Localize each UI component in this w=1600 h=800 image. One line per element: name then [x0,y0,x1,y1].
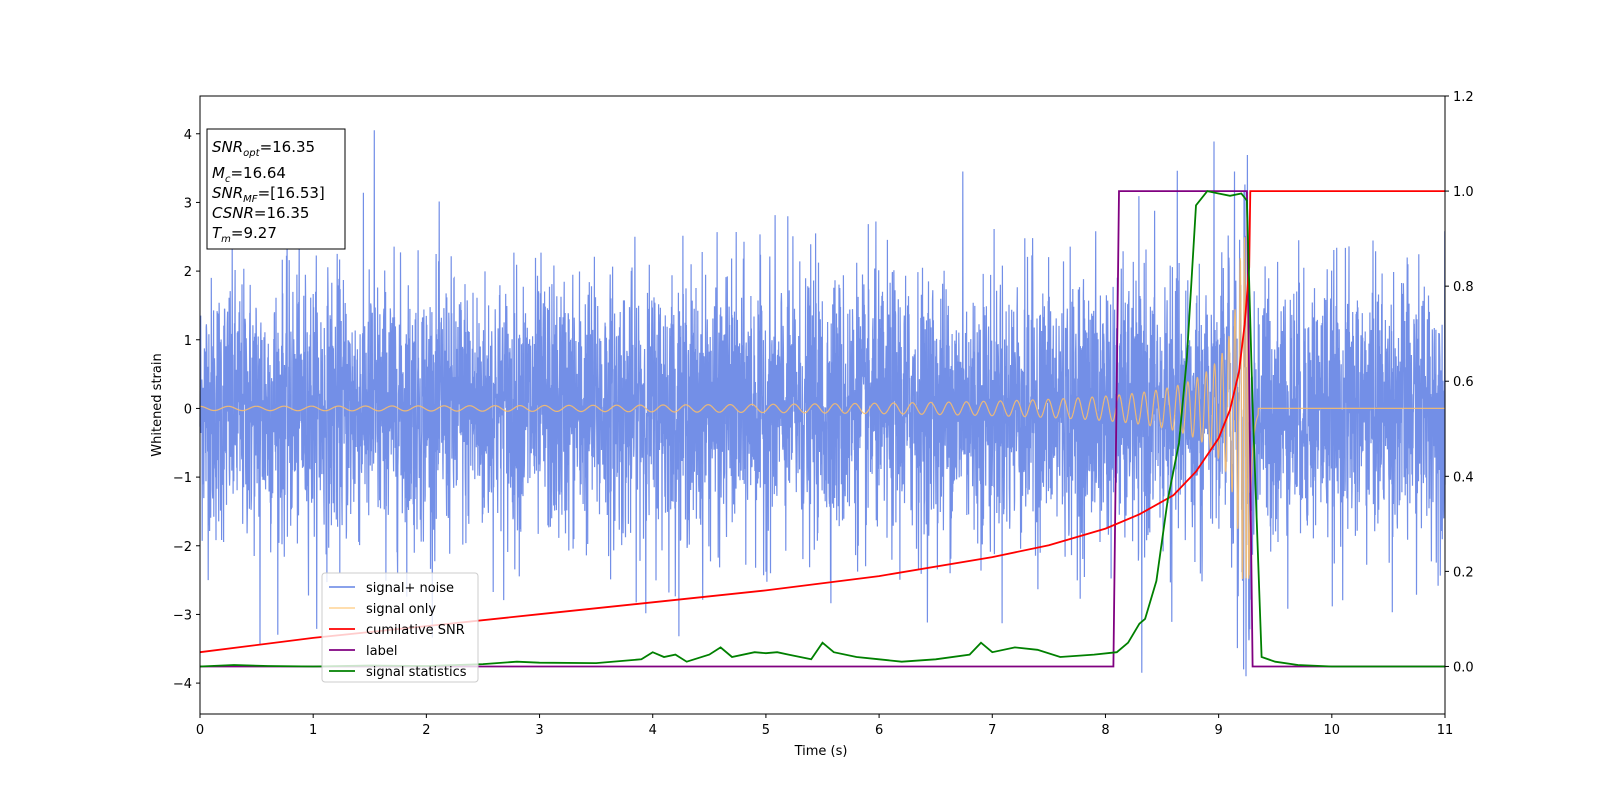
x-tick-label: 9 [1214,723,1222,738]
tm-sub: m [221,234,231,245]
x-tick-label: 3 [535,723,543,738]
series-signal-only [200,237,1445,580]
legend-label: signal only [366,602,436,617]
snr-mf-sub: MF [243,194,258,205]
x-axis-label: Time (s) [794,744,848,759]
x-tick-label: 0 [196,723,204,738]
y2-tick-label: 0.0 [1453,660,1474,675]
legend-label: signal statistics [366,665,467,680]
x-tick-label: 2 [422,723,430,738]
svg-text:SNRopt=16.35: SNRopt=16.35 [212,138,315,159]
y-tick-label: −4 [173,677,192,692]
y2-tick-label: 0.6 [1453,375,1474,390]
y-tick-label: 2 [184,265,192,280]
y-tick-label: 0 [184,402,192,417]
mc-sub: c [225,174,231,185]
legend-label: signal+ noise [366,581,454,596]
y2-tick-label: 1.2 [1453,90,1474,105]
y-tick-label: −1 [173,471,192,486]
snr-mf-base: SNR [212,184,243,202]
snr-opt-base: SNR [212,138,243,156]
y2-tick-label: 1.0 [1453,185,1474,200]
legend-label: cumilative SNR [366,623,465,638]
y-tick-label: −2 [173,540,192,555]
mc-value: =16.64 [230,164,286,182]
svg-text:Mc=16.64: Mc=16.64 [212,164,286,185]
csnr-value: =16.35 [254,204,310,222]
x-axis-ticks: 0 1 2 3 4 5 6 7 8 9 10 11 [196,714,1453,738]
label-line [200,190,1445,668]
snr-mf-value: =[16.53] [258,184,325,202]
mc-base: M [212,164,225,182]
y-tick-label: 4 [184,128,192,143]
plot-frame [199,95,1446,715]
svg-text:CSNR=16.35: CSNR=16.35 [212,204,309,222]
snr-opt-value: =16.35 [260,138,316,156]
x-tick-label: 7 [988,723,996,738]
x-tick-label: 8 [1101,723,1109,738]
cumilative-snr-line [199,190,1445,654]
legend: signal+ noise signal only cumilative SNR la… [321,572,479,683]
x-tick-label: 6 [875,723,883,738]
tm-base: T [212,224,223,242]
y-axis-ticks: −4 −3 −2 −1 0 1 2 3 4 [173,128,200,692]
y-tick-label: −3 [173,608,192,623]
legend-frame [321,572,479,683]
signal-statistics-line [199,190,1445,668]
x-tick-label: 11 [1437,723,1454,738]
y-tick-label: 1 [184,334,192,349]
csnr-base: CSNR [212,204,254,222]
x-tick-label: 1 [309,723,317,738]
signal-only-line [200,237,1445,580]
legend-label: label [366,644,397,659]
y2-tick-label: 0.8 [1453,280,1474,295]
y-axis-label: Whitened strain [150,353,165,456]
svg-text:Tm=9.27: Tm=9.27 [212,224,277,245]
y2-tick-label: 0.4 [1453,470,1474,485]
svg-text:SNRMF=[16.53]: SNRMF=[16.53] [212,184,325,205]
x-tick-label: 4 [649,723,657,738]
x-tick-label: 5 [762,723,770,738]
x-tick-label: 10 [1324,723,1341,738]
tm-value: =9.27 [231,224,277,242]
right-axis-series [199,190,1445,668]
y-tick-label: 3 [184,196,192,211]
y2-axis-ticks: 0.0 0.2 0.4 0.6 0.8 1.0 1.2 [1445,90,1474,675]
annotation-box: SNRopt=16.35 Mc=16.64 SNRMF=[16.53] CSNR… [206,128,346,250]
y2-tick-label: 0.2 [1453,565,1474,580]
snr-opt-sub: opt [243,148,260,159]
